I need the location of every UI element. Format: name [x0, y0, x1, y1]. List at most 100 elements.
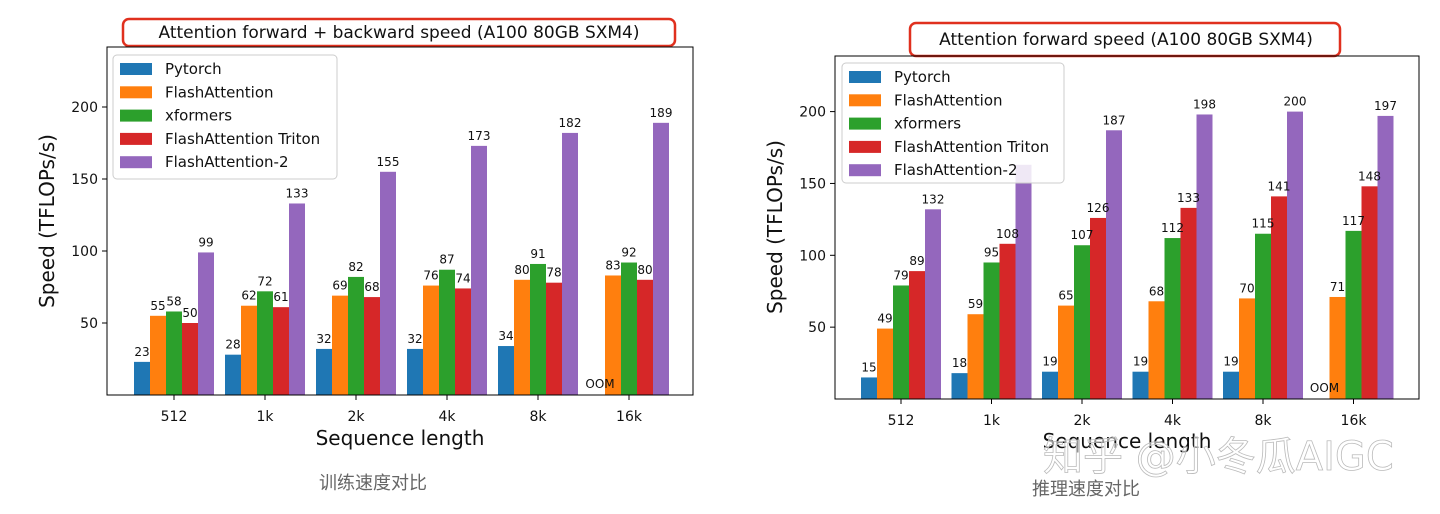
bar-value-label: 68: [364, 280, 379, 294]
x-tick-label: 2k: [1073, 413, 1091, 429]
bar-flashattention: [605, 275, 621, 395]
x-tick-label: 512: [888, 413, 915, 429]
x-tick-label: 4k: [438, 409, 456, 425]
bar-value-label: 15: [861, 360, 876, 374]
legend-swatch: [849, 140, 881, 153]
bar-xformers: [983, 262, 1000, 399]
bar-value-label: 76: [423, 269, 438, 283]
bar-value-label: 133: [1177, 191, 1200, 205]
bar-xformers: [348, 276, 364, 395]
y-tick-label: 200: [799, 105, 826, 121]
x-axis-label: Sequence length: [316, 426, 485, 450]
bar-value-label: 89: [909, 254, 924, 268]
bar-pytorch: [1223, 371, 1239, 399]
bar-value-label: 32: [316, 332, 331, 346]
bar-value-label: 50: [182, 306, 197, 320]
bar-flashattention-2: [653, 122, 669, 395]
bar-value-label: 112: [1161, 221, 1184, 235]
bars-layer: [861, 111, 1394, 399]
bar-value-label: 18: [952, 356, 967, 370]
bar-value-label: 187: [1103, 113, 1126, 127]
legend-label: FlashAttention-2: [894, 161, 1018, 179]
y-axis: 50 100 150 200: [799, 105, 835, 336]
bar-value-label: 68: [1149, 284, 1164, 298]
bar-flashattention-2: [471, 145, 487, 395]
watermark: 知乎 @小冬瓜AIGC: [1043, 434, 1394, 480]
legend-label: Pytorch: [894, 68, 951, 86]
bar-value-label: 62: [241, 289, 256, 303]
legend: Pytorch FlashAttention xformers FlashAttent…: [112, 54, 338, 180]
bar-value-label: 141: [1268, 179, 1291, 193]
bar-value-label: 189: [650, 106, 673, 120]
bar-value-label: 72: [257, 274, 272, 288]
bar-flashattention: [514, 279, 530, 395]
bar-pytorch: [861, 377, 877, 399]
bar-xformers: [893, 285, 909, 399]
bar-xformers: [1164, 238, 1181, 399]
y-axis: 50 100 150 200: [71, 100, 107, 332]
bar-flashattention: [332, 295, 348, 395]
bar-flashattention-triton: [455, 288, 471, 395]
bar-value-label: 99: [198, 235, 213, 249]
x-tick-label: 8k: [1254, 413, 1272, 429]
bar-flashattention-triton: [364, 297, 380, 395]
bar-value-label: 83: [605, 258, 620, 272]
bar-flashattention-2: [925, 209, 941, 399]
bar-value-label: 19: [1223, 355, 1238, 369]
bar-pytorch: [951, 373, 968, 399]
bar-pytorch: [407, 348, 423, 395]
bar-pytorch: [316, 348, 332, 395]
y-tick-label: 100: [71, 244, 98, 260]
bar-flashattention-2: [562, 132, 578, 396]
legend-swatch: [120, 86, 152, 99]
bar-flashattention-2: [198, 252, 214, 395]
caption-training: 训练速度对比: [319, 473, 427, 494]
bar-value-label: 80: [637, 263, 652, 277]
bar-flashattention: [1329, 296, 1346, 399]
bar-value-label: 173: [468, 129, 491, 143]
bar-value-label: 71: [1330, 280, 1345, 294]
legend-swatch: [849, 164, 881, 177]
legend-label: xformers: [894, 115, 961, 133]
bar-flashattention-triton: [1361, 186, 1378, 399]
bar-pytorch: [498, 346, 514, 395]
legend-swatch: [120, 109, 152, 122]
x-tick-label: 8k: [529, 409, 547, 425]
bar-value-label: 23: [134, 345, 149, 359]
legend: Pytorch FlashAttention xformers FlashAttent…: [841, 62, 1065, 184]
bar-flashattention: [877, 328, 893, 399]
bar-value-label: 155: [377, 155, 400, 169]
bar-value-label: 70: [1239, 281, 1254, 295]
bar-flashattention: [1058, 305, 1074, 399]
y-tick-label: 200: [71, 100, 98, 116]
legend-swatch: [849, 71, 881, 83]
chart-inference: Attention forward speed (A100 80GB SXM4)…: [763, 21, 1420, 500]
legend-swatch: [120, 156, 152, 169]
x-tick-label: 1k: [256, 409, 274, 425]
bar-pytorch: [1132, 371, 1149, 399]
bar-flashattention-triton: [1180, 207, 1197, 399]
legend-swatch: [849, 94, 881, 107]
legend-label: FlashAttention: [894, 91, 1003, 109]
y-tick-label: 150: [799, 176, 826, 192]
bar-value-label: 69: [332, 279, 347, 293]
oom-label: OOM: [1310, 381, 1339, 395]
x-tick-label: 1k: [983, 413, 1001, 429]
legend-swatch: [849, 117, 881, 130]
legend-box: [841, 62, 1065, 184]
oom-label: OOM: [585, 377, 614, 391]
bar-value-label: 65: [1058, 289, 1073, 303]
bar-value-label: 200: [1284, 95, 1307, 109]
x-tick-label: 2k: [347, 409, 365, 425]
legend-label: FlashAttention Triton: [894, 138, 1049, 156]
bar-value-label: 58: [166, 294, 181, 308]
bar-value-label: 61: [273, 290, 288, 304]
legend-label: xformers: [165, 107, 232, 125]
x-axis: 512 1k 2k 4k 8k 16k: [888, 399, 1367, 429]
bar-flashattention-2: [289, 203, 305, 395]
y-tick-label: 100: [799, 248, 826, 264]
bar-flashattention-triton: [182, 323, 198, 395]
